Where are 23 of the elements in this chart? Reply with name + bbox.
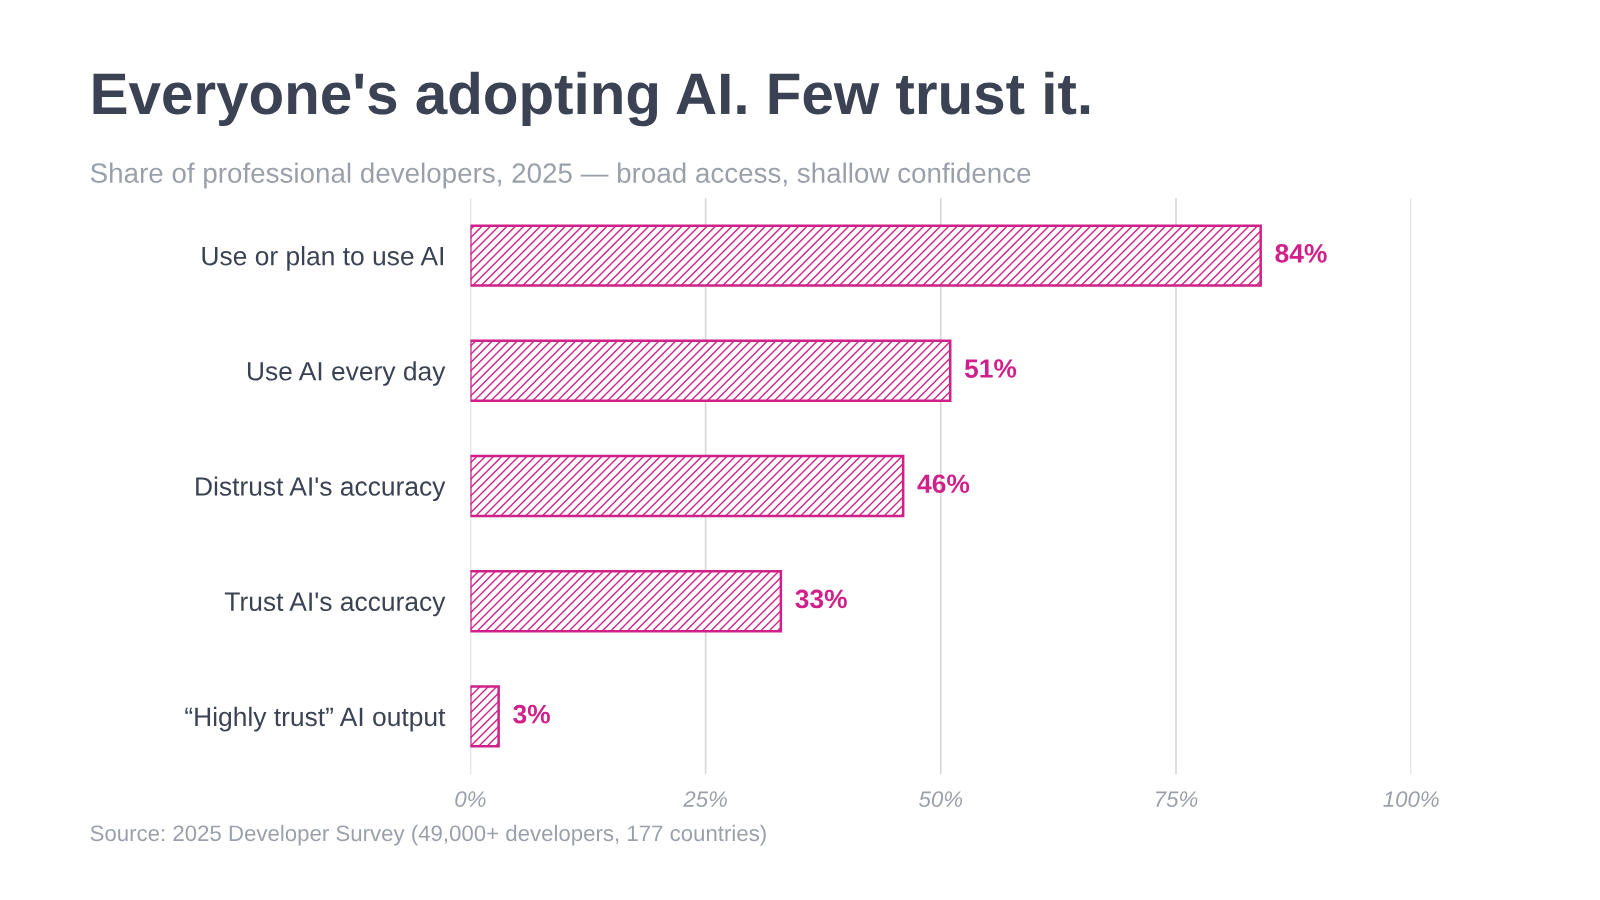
y-tick-label: Use AI every day bbox=[247, 361, 446, 386]
x-tick-label: 50% bbox=[919, 791, 963, 807]
bar bbox=[470, 339, 952, 402]
x-tick-label: 75% bbox=[1156, 791, 1198, 807]
x-tick-label: 0% bbox=[455, 791, 486, 807]
data-label: 33% bbox=[795, 589, 847, 609]
chart-title: Everyone's adopting AI. Few trust it. bbox=[93, 71, 1090, 127]
y-tick-label: Use or plan to use AI bbox=[202, 246, 443, 271]
data-label: 3% bbox=[513, 704, 550, 724]
y-tick-label: Trust AI's accuracy bbox=[224, 592, 446, 617]
x-tick-label: 25% bbox=[683, 791, 727, 807]
bar bbox=[470, 454, 905, 518]
y-tick-label: “Highly trust” AI output bbox=[185, 706, 446, 732]
data-label: 51% bbox=[964, 359, 1017, 378]
bar bbox=[470, 570, 783, 633]
x-tick-label: 100% bbox=[1383, 791, 1439, 807]
data-label: 46% bbox=[917, 474, 970, 494]
y-tick-label: Distrust AI's accuracy bbox=[196, 476, 446, 502]
bar bbox=[470, 224, 1262, 287]
chart-subtitle: Share of professional developers, 2025 — broad access, shallow confidence bbox=[90, 162, 1031, 189]
bar bbox=[470, 685, 500, 748]
source-note: Source: 2025 Developer Survey (49,000+ developers, 177 countries) bbox=[90, 824, 766, 846]
data-label: 84% bbox=[1275, 244, 1327, 263]
